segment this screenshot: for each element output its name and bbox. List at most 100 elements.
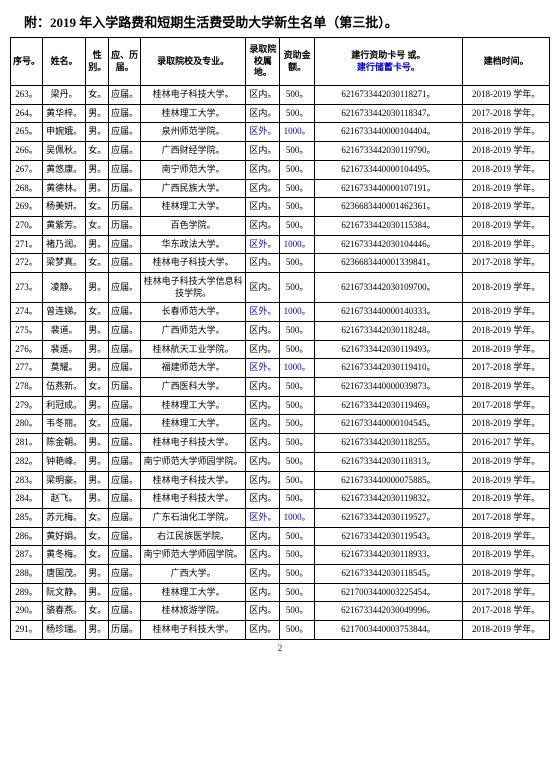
table-row: 282。钟艳峰。男。应届。南宁师范大学师园学院。区内。500。621673344… [11, 452, 550, 471]
cell-seq: 263。 [11, 86, 43, 105]
cell-amt: 1000。 [280, 235, 314, 254]
cell-name: 裴遥。 [42, 340, 85, 359]
cell-amt: 500。 [280, 415, 314, 434]
cell-amt: 500。 [280, 527, 314, 546]
cell-name: 阮文静。 [42, 583, 85, 602]
cell-seq: 273。 [11, 272, 43, 302]
cell-hist: 历届。 [109, 216, 141, 235]
cell-card: 6217003440003225454。 [314, 583, 462, 602]
cell-amt: 500。 [280, 86, 314, 105]
cell-seq: 286。 [11, 527, 43, 546]
cell-amt: 500。 [280, 104, 314, 123]
cell-card: 6216733442030118255。 [314, 434, 462, 453]
cell-school: 福建师范大学。 [141, 359, 246, 378]
cell-year: 2018-2019 学年。 [463, 415, 550, 434]
cell-sex: 男。 [86, 490, 109, 509]
cell-sex: 男。 [86, 434, 109, 453]
table-row: 270。黄紫芳。女。历届。百色学院。区内。500。621673344203011… [11, 216, 550, 235]
cell-hist: 应届。 [109, 254, 141, 273]
cell-year: 2018-2019 学年。 [463, 272, 550, 302]
cell-school: 百色学院。 [141, 216, 246, 235]
cell-school: 桂林理工大学。 [141, 583, 246, 602]
cell-sex: 女。 [86, 602, 109, 621]
cell-school: 泉州师范学院。 [141, 123, 246, 142]
cell-hist: 应届。 [109, 86, 141, 105]
cell-hist: 应届。 [109, 123, 141, 142]
cell-name: 褚乃润。 [42, 235, 85, 254]
table-row: 278。伍燕新。女。历届。广西医科大学。区内。500。6216733440000… [11, 378, 550, 397]
cell-card: 6216733442030118545。 [314, 564, 462, 583]
cell-loc: 区外。 [246, 235, 280, 254]
table-row: 268。黄德林。男。历届。广西民族大学。区内。500。6216733440000… [11, 179, 550, 198]
cell-school: 南宁师范大学师园学院。 [141, 546, 246, 565]
cell-seq: 275。 [11, 322, 43, 341]
table-row: 273。凌静。男。应届。桂林电子科技大学信息科技学院。区内。500。621673… [11, 272, 550, 302]
cell-loc: 区内。 [246, 527, 280, 546]
table-row: 264。黄华梓。男。应届。桂林理工大学。区内。500。6216733442030… [11, 104, 550, 123]
cell-school: 桂林理工大学。 [141, 396, 246, 415]
cell-amt: 500。 [280, 378, 314, 397]
table-row: 291。杨珍瑞。男。历届。桂林电子科技大学。区内。500。62170034400… [11, 621, 550, 640]
cell-year: 2018-2019 学年。 [463, 452, 550, 471]
cell-amt: 500。 [280, 198, 314, 217]
table-row: 290。骆春燕。女。应届。桂林旅游学院。区内。500。6216733442030… [11, 602, 550, 621]
cell-loc: 区内。 [246, 471, 280, 490]
table-row: 280。韦冬丽。女。应届。桂林理工大学。区内。500。6216733440000… [11, 415, 550, 434]
cell-sex: 男。 [86, 340, 109, 359]
cell-amt: 500。 [280, 340, 314, 359]
cell-sex: 男。 [86, 396, 109, 415]
cell-loc: 区内。 [246, 583, 280, 602]
cell-amt: 500。 [280, 490, 314, 509]
table-row: 265。申婉娥。男。应届。泉州师范学院。区外。1000。621673344000… [11, 123, 550, 142]
col-name: 姓名。 [42, 38, 85, 86]
cell-seq: 276。 [11, 340, 43, 359]
cell-loc: 区内。 [246, 621, 280, 640]
cell-school: 桂林电子科技大学。 [141, 471, 246, 490]
cell-loc: 区外。 [246, 359, 280, 378]
cell-year: 2018-2019 学年。 [463, 216, 550, 235]
cell-loc: 区内。 [246, 602, 280, 621]
cell-seq: 278。 [11, 378, 43, 397]
cell-seq: 265。 [11, 123, 43, 142]
cell-amt: 500。 [280, 564, 314, 583]
table-row: 284。赵飞。男。应届。桂林电子科技大学。区内。500。621673344203… [11, 490, 550, 509]
cell-school: 右江民族医学院。 [141, 527, 246, 546]
cell-sex: 女。 [86, 216, 109, 235]
cell-sex: 男。 [86, 564, 109, 583]
cell-hist: 应届。 [109, 546, 141, 565]
cell-loc: 区内。 [246, 415, 280, 434]
cell-loc: 区内。 [246, 396, 280, 415]
student-table: 序号。 姓名。 性别。 应、历届。 录取院校及专业。 录取院校属地。 资助金额。… [10, 37, 550, 640]
cell-name: 梁丹。 [42, 86, 85, 105]
cell-hist: 应届。 [109, 396, 141, 415]
cell-amt: 500。 [280, 272, 314, 302]
cell-loc: 区内。 [246, 198, 280, 217]
cell-seq: 287。 [11, 546, 43, 565]
cell-school: 华东政法大学。 [141, 235, 246, 254]
cell-sex: 女。 [86, 527, 109, 546]
cell-seq: 290。 [11, 602, 43, 621]
cell-loc: 区内。 [246, 452, 280, 471]
cell-card: 6216733442030115384。 [314, 216, 462, 235]
cell-card: 6216733440000104495。 [314, 160, 462, 179]
table-row: 285。苏元梅。女。应届。广东石油化工学院。区外。1000。6216733442… [11, 508, 550, 527]
cell-name: 黄悠康。 [42, 160, 85, 179]
cell-name: 黄紫芳。 [42, 216, 85, 235]
cell-year: 2018-2019 学年。 [463, 471, 550, 490]
table-row: 283。梁明豪。男。应届。桂林电子科技大学。区内。500。62167334400… [11, 471, 550, 490]
cell-school: 桂林理工大学。 [141, 198, 246, 217]
cell-school: 南宁师范大学。 [141, 160, 246, 179]
cell-school: 桂林电子科技大学。 [141, 254, 246, 273]
cell-year: 2018-2019 学年。 [463, 621, 550, 640]
cell-card: 6236683440001462361。 [314, 198, 462, 217]
cell-name: 苏元梅。 [42, 508, 85, 527]
cell-year: 2018-2019 学年。 [463, 235, 550, 254]
cell-loc: 区内。 [246, 254, 280, 273]
cell-card: 6216733442030118347。 [314, 104, 462, 123]
cell-year: 2018-2019 学年。 [463, 322, 550, 341]
cell-loc: 区内。 [246, 216, 280, 235]
col-loc: 录取院校属地。 [246, 38, 280, 86]
cell-school: 广西大学。 [141, 564, 246, 583]
cell-amt: 500。 [280, 602, 314, 621]
cell-amt: 500。 [280, 471, 314, 490]
